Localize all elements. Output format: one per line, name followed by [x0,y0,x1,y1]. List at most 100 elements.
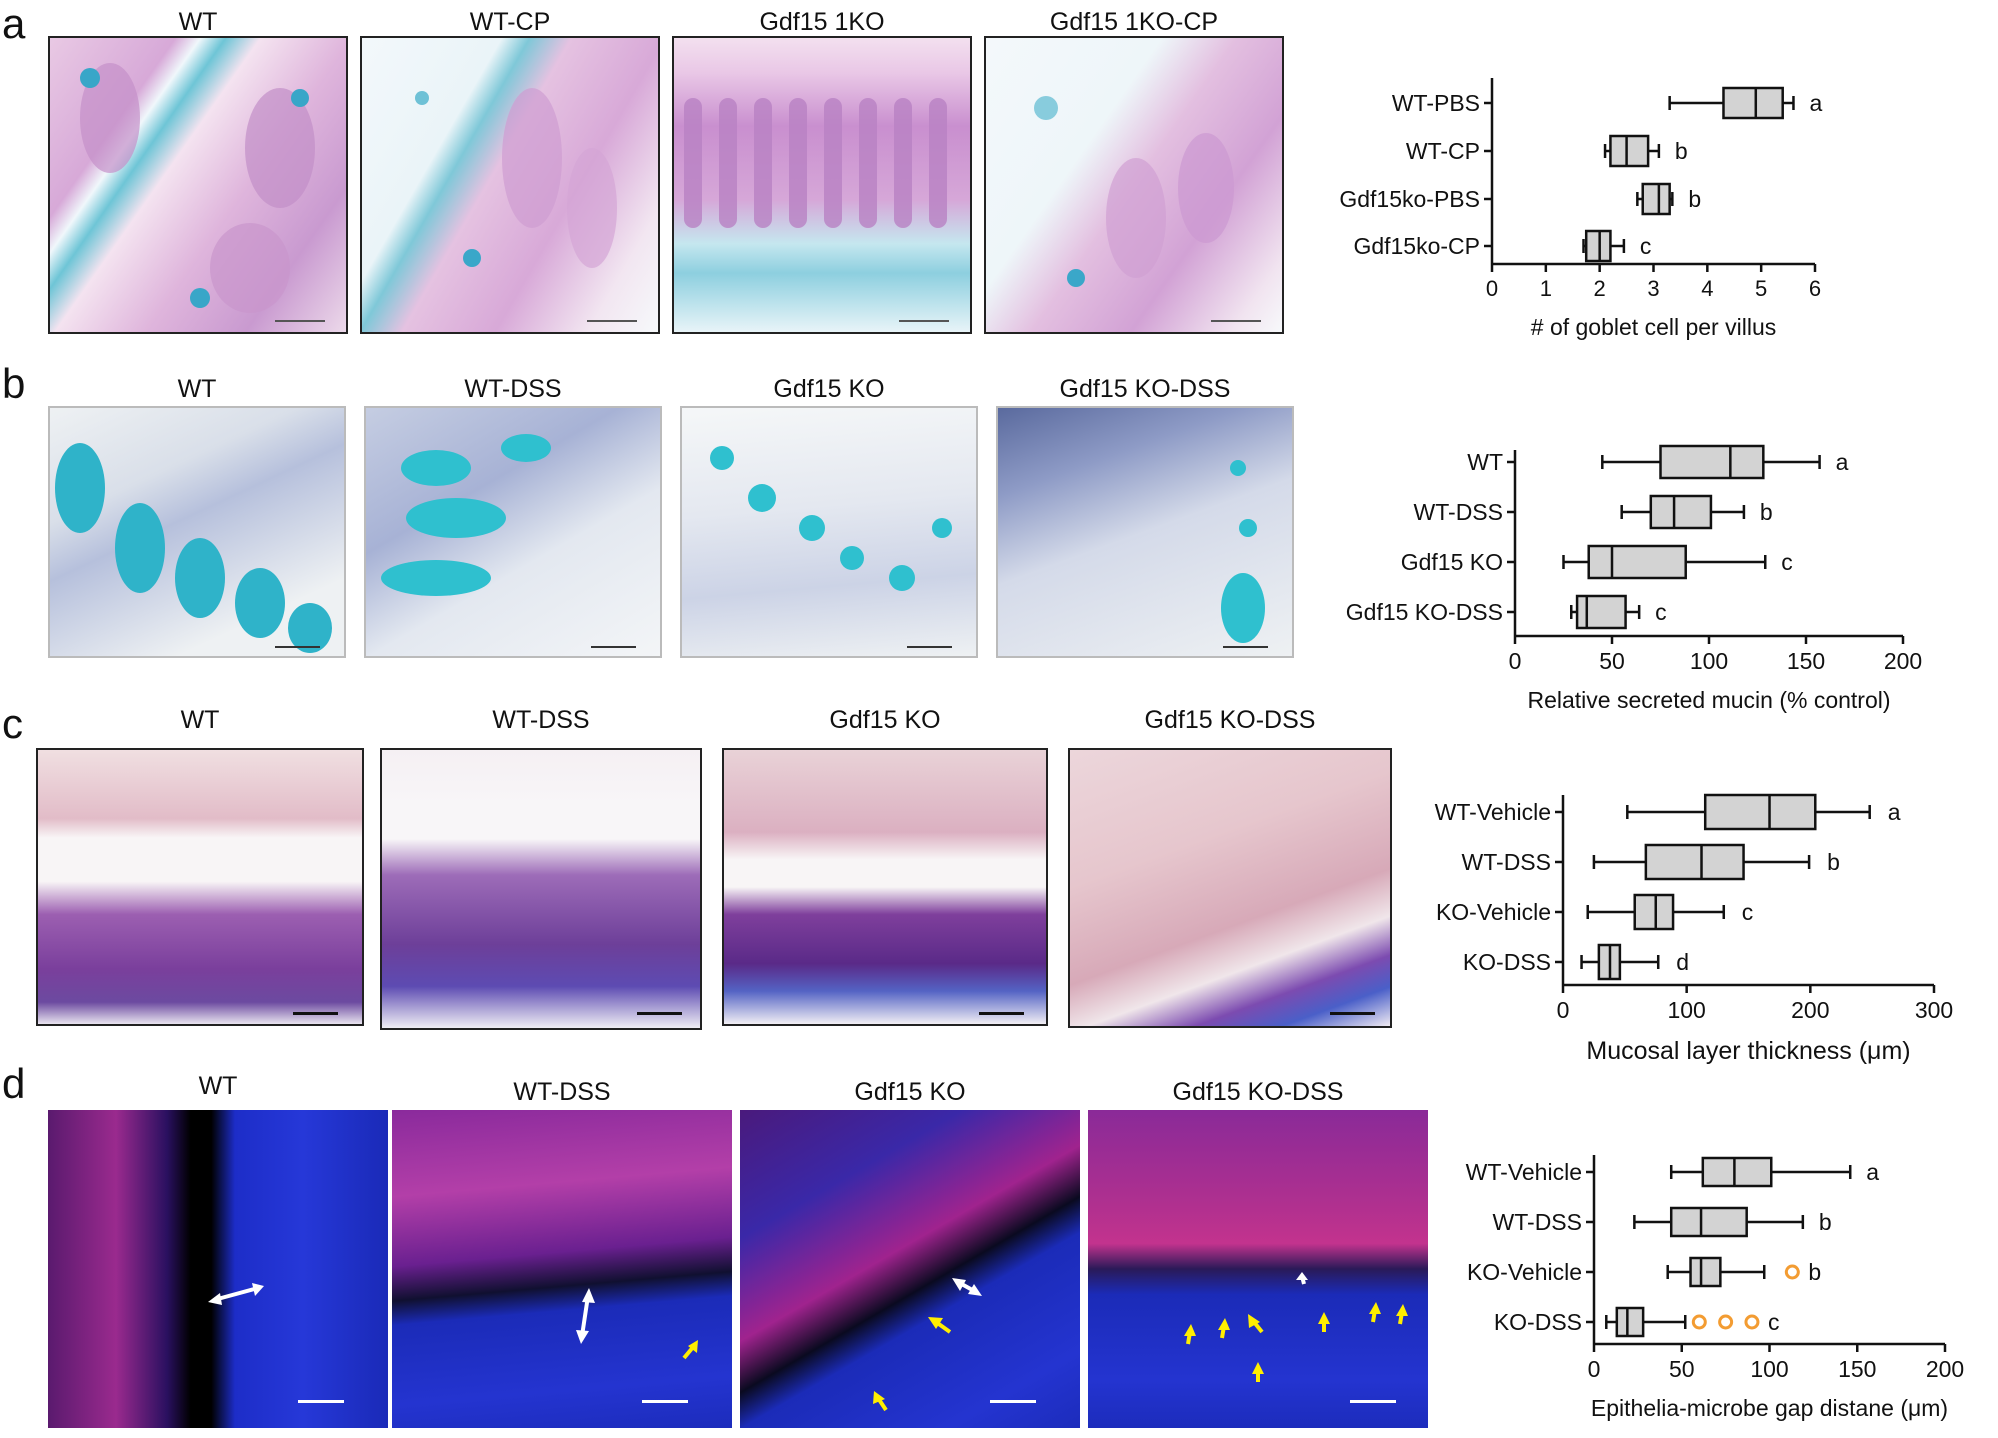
micrograph-a-gdf15-1ko [672,36,972,334]
x-tick-label: 300 [1915,997,1953,1023]
x-tick-label: 150 [1787,648,1825,674]
outlier-point [1718,1314,1734,1330]
box [1722,86,1784,120]
category-label: WT-DSS [1414,499,1503,525]
yellow-arrow-icon [1396,1304,1408,1325]
significance-letter: a [1866,1159,1879,1185]
significance-letter: b [1675,138,1688,164]
micrograph-d-gdf15-ko-dss [1088,1110,1428,1428]
significance-letter: b [1827,849,1840,875]
micrograph-a-wt-cp [360,36,660,334]
micrograph-c-gdf15-ko [722,748,1048,1026]
image-title: WT [180,706,220,734]
scale-bar [907,646,952,648]
outlier-point [1784,1264,1800,1280]
scale-bar [1223,646,1268,648]
outlier-point [1691,1314,1707,1330]
x-axis-label: Relative secreted mucin (% control) [1527,687,1890,713]
significance-letter: c [1781,549,1793,575]
box [1669,1206,1748,1238]
x-tick-label: 100 [1750,1356,1788,1382]
x-tick-label: 200 [1926,1356,1964,1382]
x-tick-label: 100 [1690,648,1728,674]
category-label: KO-Vehicle [1467,1259,1582,1285]
x-tick-label: 200 [1791,997,1829,1023]
image-title: Gdf15 KO [773,375,885,403]
x-tick-label: 200 [1884,648,1922,674]
significance-letter: c [1742,899,1754,925]
gap-arrow-icon [952,1278,982,1296]
micrograph-d-wt [48,1110,388,1428]
scale-bar [1211,320,1261,322]
category-label: Gdf15ko-PBS [1339,186,1480,212]
micrograph-a-gdf15-1ko-cp [984,36,1284,334]
box [1615,1306,1645,1338]
image-title: Gdf15 KO-DSS [1172,1078,1344,1106]
box [1633,893,1675,931]
scale-bar [990,1400,1036,1403]
box [1649,494,1713,530]
scale-bar [298,1400,344,1403]
x-tick-label: 2 [1594,276,1606,301]
significance-letter: b [1688,186,1701,212]
category-label: WT-CP [1406,138,1480,164]
category-label: WT-Vehicle [1435,799,1551,825]
gap-arrow-icon [576,1288,595,1344]
x-tick-label: 4 [1701,276,1713,301]
image-title: WT [178,8,218,36]
yellow-arrow-icon [873,1391,888,1412]
scale-bar [899,320,949,322]
box [1641,182,1671,216]
x-tick-label: 0 [1509,648,1522,674]
micrograph-b-wt [48,406,346,658]
category-label: Gdf15 KO [1401,549,1503,575]
box [1703,793,1817,831]
category-label: WT [1467,449,1503,475]
x-tick-label: 50 [1599,648,1625,674]
yellow-arrow-icon [1369,1302,1381,1323]
yellow-arrow-icon [928,1317,952,1334]
image-title: WT-CP [469,8,551,36]
scale-bar [591,646,636,648]
box [1701,1156,1773,1188]
significance-letter: c [1640,233,1652,259]
yellow-arrow-icon [682,1340,698,1360]
image-title: Gdf15 1KO [759,8,885,36]
micrograph-b-gdf15-ko [680,406,978,658]
image-title: WT-DSS [513,1078,611,1106]
yellow-arrow-icon [1184,1324,1196,1345]
significance-letter: a [1836,449,1849,475]
x-axis-label: Mucosal layer thickness (μm) [1586,1037,1910,1065]
scale-bar [275,320,325,322]
yellow-arrow-icon [1218,1318,1230,1339]
x-tick-label: 100 [1667,997,1705,1023]
category-label: WT-PBS [1392,90,1480,116]
image-title: WT-DSS [492,706,590,734]
image-title: WT-DSS [464,375,562,403]
x-tick-label: 0 [1486,276,1498,301]
significance-letter: b [1819,1209,1832,1235]
box-plot-4: 0 50 100 150 200 Epithelia-microbe gap distan… [1466,1155,1964,1421]
panel-letter-b: b [2,360,26,407]
category-label: KO-DSS [1494,1309,1582,1335]
box [1609,134,1650,168]
scale-bar [642,1400,688,1403]
box [1659,444,1765,480]
gap-arrow-icon [208,1283,264,1305]
yellow-arrow-icon [1252,1362,1264,1382]
scale-bar [293,1012,338,1015]
image-title: Gdf15 KO [854,1078,966,1106]
scale-bar [275,646,320,648]
category-label: KO-Vehicle [1436,899,1551,925]
image-title: Gdf15 KO-DSS [1144,706,1316,734]
x-tick-label: 150 [1838,1356,1876,1382]
x-axis-label: # of goblet cell per villus [1531,314,1776,340]
significance-letter: a [1888,799,1901,825]
outlier-point [1744,1314,1760,1330]
scale-bar [587,320,637,322]
micrograph-c-gdf15-ko-dss [1068,748,1392,1028]
image-title: WT [177,375,217,403]
box [1689,1256,1722,1288]
